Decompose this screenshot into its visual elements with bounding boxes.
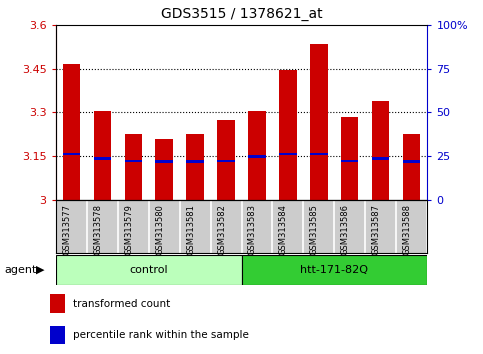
Text: transformed count: transformed count [72, 298, 170, 309]
Bar [311, 153, 327, 155]
Text: GSM313583: GSM313583 [248, 204, 257, 255]
Bar [94, 157, 111, 160]
Bar [372, 157, 389, 160]
Bar [248, 111, 266, 200]
Bar [311, 44, 327, 200]
Bar [341, 117, 358, 200]
Bar [280, 153, 297, 155]
Bar [341, 160, 358, 162]
Text: GSM313578: GSM313578 [93, 204, 102, 255]
Text: percentile rank within the sample: percentile rank within the sample [72, 330, 248, 340]
Text: GSM313580: GSM313580 [155, 204, 164, 255]
Bar [186, 134, 203, 200]
Text: agent: agent [5, 265, 37, 275]
Bar [217, 160, 235, 162]
Bar [242, 255, 427, 285]
Text: GSM313588: GSM313588 [403, 204, 412, 255]
Bar [94, 111, 111, 200]
Title: GDS3515 / 1378621_at: GDS3515 / 1378621_at [161, 7, 322, 21]
Text: GSM313587: GSM313587 [372, 204, 381, 255]
Bar [50, 295, 65, 313]
Bar [62, 64, 80, 200]
Text: GSM313586: GSM313586 [341, 204, 350, 255]
Bar [125, 134, 142, 200]
Bar [403, 134, 421, 200]
Bar [248, 155, 266, 158]
Bar [156, 139, 172, 200]
Text: GSM313584: GSM313584 [279, 204, 288, 255]
Bar [156, 160, 172, 163]
Bar [372, 101, 389, 200]
Bar [403, 160, 421, 163]
Text: GSM313581: GSM313581 [186, 204, 195, 255]
Text: GSM313579: GSM313579 [124, 204, 133, 255]
Bar [125, 160, 142, 162]
Bar [62, 153, 80, 155]
Text: GSM313577: GSM313577 [62, 204, 71, 255]
Bar [56, 255, 242, 285]
Text: GSM313585: GSM313585 [310, 204, 319, 255]
Text: control: control [129, 265, 168, 275]
Text: ▶: ▶ [36, 265, 45, 275]
Bar [50, 326, 65, 344]
Bar [186, 160, 203, 163]
Text: GSM313582: GSM313582 [217, 204, 226, 255]
Bar [280, 70, 297, 200]
Text: htt-171-82Q: htt-171-82Q [300, 265, 369, 275]
Bar [217, 120, 235, 200]
